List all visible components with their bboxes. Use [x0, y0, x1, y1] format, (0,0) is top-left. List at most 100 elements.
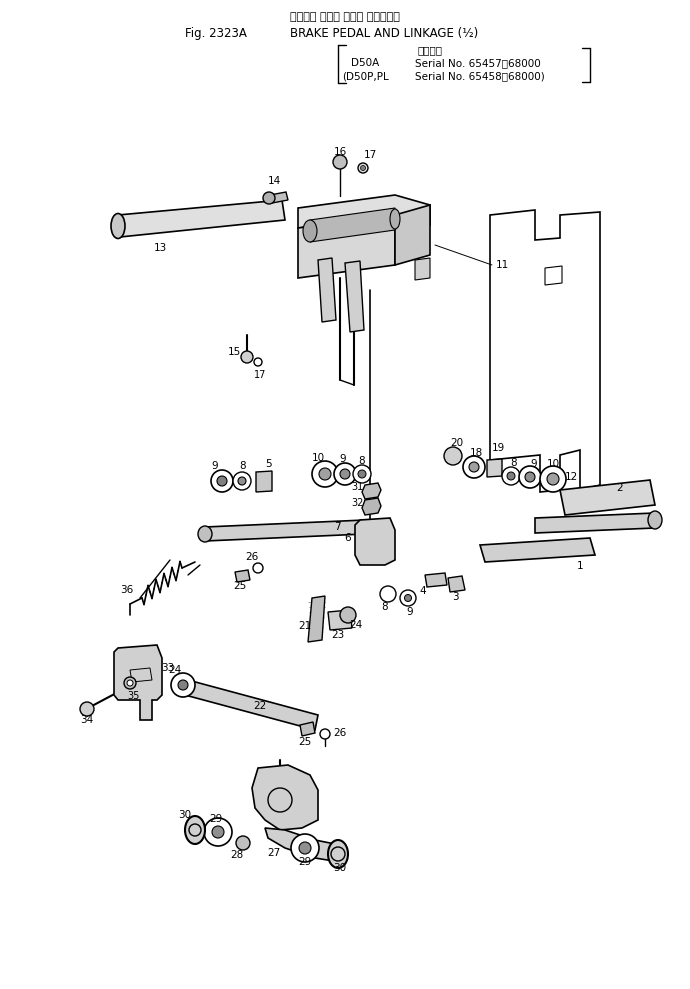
- Polygon shape: [395, 205, 430, 265]
- Text: 5: 5: [265, 459, 271, 469]
- Text: 14: 14: [268, 176, 281, 186]
- Polygon shape: [362, 498, 381, 515]
- Circle shape: [404, 594, 411, 601]
- Text: 24: 24: [168, 665, 181, 675]
- Text: 25: 25: [233, 581, 246, 591]
- Circle shape: [204, 818, 232, 846]
- Polygon shape: [448, 576, 465, 592]
- Text: 10: 10: [546, 459, 560, 469]
- Polygon shape: [535, 513, 655, 533]
- Text: 27: 27: [268, 848, 281, 858]
- Text: Serial No. 65457～68000: Serial No. 65457～68000: [415, 58, 541, 68]
- Text: BRAKE PEDAL AND LINKAGE (½): BRAKE PEDAL AND LINKAGE (½): [290, 27, 478, 40]
- Circle shape: [444, 447, 462, 465]
- Circle shape: [463, 456, 485, 478]
- Text: 17: 17: [364, 150, 377, 160]
- Text: 4: 4: [420, 586, 426, 596]
- Text: 13: 13: [153, 243, 166, 253]
- Text: 20: 20: [451, 438, 464, 448]
- Circle shape: [217, 476, 227, 486]
- Polygon shape: [328, 610, 352, 630]
- Polygon shape: [318, 258, 336, 322]
- Polygon shape: [185, 680, 318, 730]
- Text: 36: 36: [120, 585, 134, 595]
- Polygon shape: [560, 480, 655, 515]
- Text: 24: 24: [349, 620, 363, 630]
- Text: 35: 35: [127, 691, 139, 701]
- Circle shape: [127, 680, 133, 686]
- Circle shape: [299, 842, 311, 854]
- Circle shape: [312, 461, 338, 487]
- Text: Serial No. 65458～68000): Serial No. 65458～68000): [415, 71, 544, 81]
- Polygon shape: [362, 483, 381, 499]
- Ellipse shape: [111, 214, 125, 238]
- Text: 28: 28: [230, 850, 244, 860]
- Circle shape: [340, 607, 356, 623]
- Text: 12: 12: [564, 472, 578, 482]
- Circle shape: [353, 465, 371, 483]
- Circle shape: [380, 586, 396, 602]
- Text: 25: 25: [298, 737, 312, 747]
- Text: 29: 29: [298, 857, 312, 867]
- Circle shape: [320, 729, 330, 739]
- Polygon shape: [298, 195, 430, 228]
- Circle shape: [291, 834, 319, 862]
- Polygon shape: [114, 645, 162, 720]
- Text: 16: 16: [333, 147, 346, 157]
- Text: ブレーキ ペダル および リンケージ: ブレーキ ペダル および リンケージ: [290, 12, 400, 22]
- Text: 32: 32: [351, 498, 363, 508]
- Circle shape: [469, 462, 479, 472]
- Text: 1: 1: [577, 561, 583, 571]
- Ellipse shape: [390, 209, 400, 229]
- Circle shape: [525, 472, 535, 482]
- Ellipse shape: [198, 526, 212, 542]
- Text: 17: 17: [254, 370, 266, 380]
- Circle shape: [233, 472, 251, 490]
- Circle shape: [519, 466, 541, 488]
- Text: 19: 19: [491, 443, 504, 453]
- Polygon shape: [270, 192, 288, 203]
- Circle shape: [358, 470, 366, 478]
- Circle shape: [502, 467, 520, 485]
- Circle shape: [333, 155, 347, 169]
- Text: 22: 22: [253, 701, 266, 711]
- Circle shape: [507, 472, 515, 480]
- Circle shape: [253, 563, 263, 573]
- Circle shape: [400, 590, 416, 606]
- Circle shape: [263, 192, 275, 204]
- Circle shape: [547, 473, 559, 485]
- Circle shape: [178, 680, 188, 690]
- Circle shape: [211, 470, 233, 492]
- Ellipse shape: [648, 511, 662, 529]
- Text: 33: 33: [161, 663, 175, 673]
- Ellipse shape: [185, 816, 205, 844]
- Circle shape: [360, 165, 366, 170]
- Text: 11: 11: [495, 260, 509, 270]
- Text: 9: 9: [339, 454, 346, 464]
- Circle shape: [236, 836, 250, 850]
- Circle shape: [319, 468, 331, 480]
- Text: 8: 8: [359, 456, 365, 466]
- Polygon shape: [256, 471, 272, 492]
- Text: 18: 18: [469, 448, 482, 458]
- Circle shape: [124, 677, 136, 689]
- Text: 6: 6: [345, 533, 351, 543]
- Text: 15: 15: [228, 347, 241, 357]
- Text: (D50P,PL: (D50P,PL: [342, 71, 388, 81]
- Text: 23: 23: [331, 630, 344, 640]
- Polygon shape: [205, 520, 365, 541]
- Text: 34: 34: [80, 715, 94, 725]
- Text: 21: 21: [298, 621, 312, 631]
- Polygon shape: [300, 722, 315, 736]
- Text: 26: 26: [333, 728, 346, 738]
- Text: D50A: D50A: [351, 58, 380, 68]
- Text: 9: 9: [212, 461, 218, 471]
- Text: 9: 9: [406, 607, 413, 617]
- Text: 31: 31: [351, 482, 363, 492]
- Circle shape: [540, 466, 566, 492]
- Polygon shape: [252, 765, 318, 830]
- Text: 9: 9: [531, 459, 538, 469]
- Circle shape: [241, 351, 253, 363]
- Polygon shape: [298, 215, 395, 278]
- Polygon shape: [308, 596, 325, 642]
